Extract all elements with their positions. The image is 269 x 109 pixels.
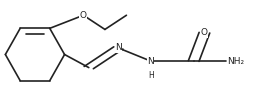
Text: O: O — [80, 11, 87, 20]
Text: NH₂: NH₂ — [227, 57, 245, 66]
Text: N: N — [147, 57, 154, 66]
Text: O: O — [201, 28, 208, 37]
Text: H: H — [148, 71, 154, 80]
Text: N: N — [115, 43, 122, 52]
